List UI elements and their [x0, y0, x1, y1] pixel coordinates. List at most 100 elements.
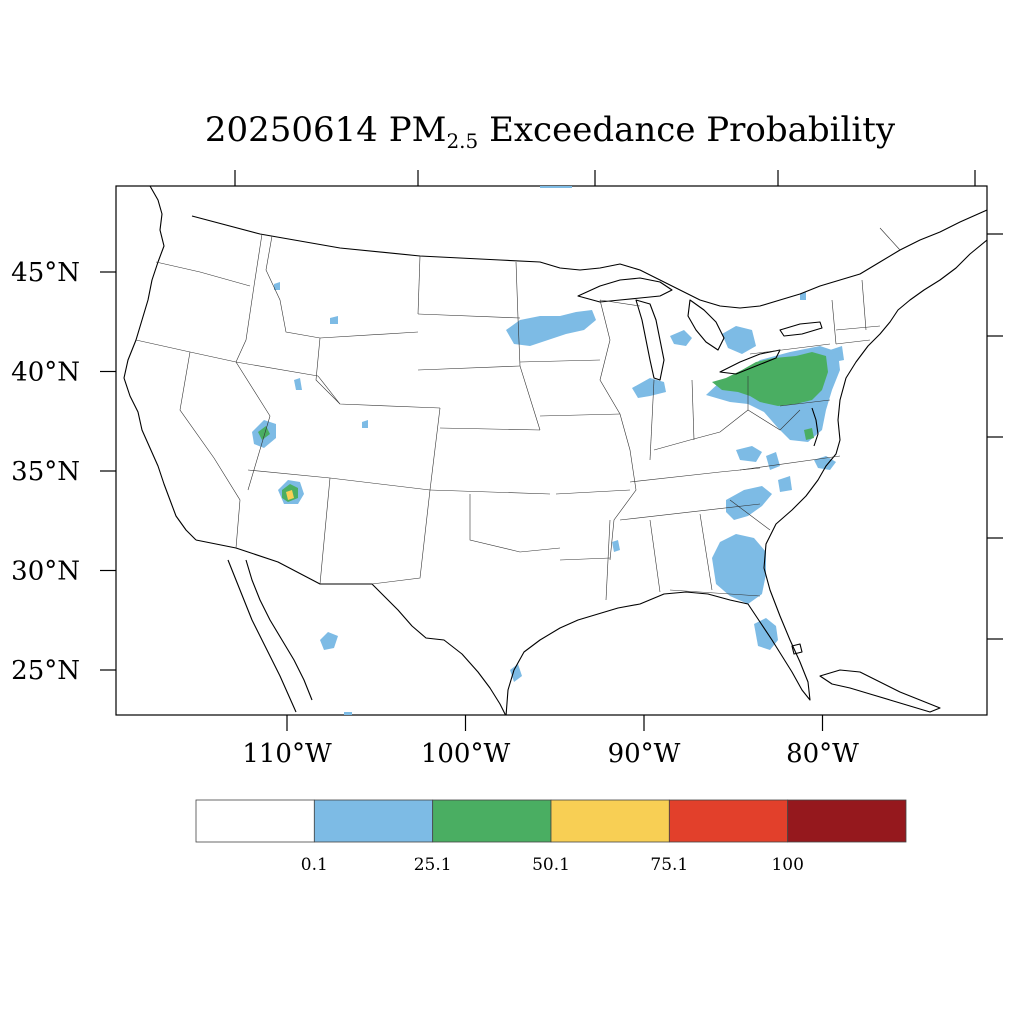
- state-line-ia-mo: [539, 413, 621, 417]
- state-line-mt-wy: [319, 331, 419, 339]
- state-line-az-nm: [319, 477, 331, 585]
- lon-label: 80°W: [786, 739, 859, 769]
- title-rest: Exceedance Probability: [489, 110, 896, 150]
- state-line-nd-sd: [417, 313, 521, 319]
- state-line-wa-or: [155, 261, 251, 287]
- state-line-wy: [315, 337, 341, 405]
- state-line-nv-ca: [179, 351, 241, 549]
- map-title: 20250614 PM2.5 Exceedance Probability: [0, 108, 1024, 152]
- state-line-mt-nd: [417, 255, 421, 315]
- state-line-il-in: [649, 379, 655, 461]
- state-line-nm-tx: [371, 489, 431, 585]
- va-blue-spot: [814, 456, 836, 470]
- colorbar-label: 100: [771, 855, 803, 875]
- arizona-yellow-core: [286, 490, 294, 500]
- state-line-la-ms: [605, 519, 611, 601]
- state-line-ne-ks: [439, 427, 541, 431]
- frame-ticks: [234, 170, 1003, 640]
- tn-blue-spot: [766, 452, 780, 470]
- sw-blue-spot: [344, 712, 352, 715]
- state-line-va-wv: [747, 409, 801, 431]
- state-line-pa-ny: [749, 343, 831, 355]
- nc-blue-spot: [778, 476, 792, 492]
- lon-label: 90°W: [608, 739, 681, 769]
- texas-coast-blue-spot: [510, 664, 522, 682]
- map-frame: [115, 185, 988, 716]
- great-lakes-ontario: [779, 321, 823, 337]
- state-line-ohio-river: [653, 409, 749, 451]
- kentucky-blue-region: [736, 446, 762, 462]
- title-pm: PM: [388, 110, 447, 150]
- lat-label: 40°N: [11, 358, 80, 388]
- state-line-mississippi-river: [599, 299, 637, 561]
- state-line-ga-fl: [669, 589, 761, 597]
- colorbar-bin: [787, 799, 907, 843]
- state-line-ok-tx: [469, 494, 561, 553]
- state-line-ks-ok: [429, 489, 551, 495]
- nj-blue-spot: [830, 346, 844, 362]
- carolina-blue-region: [726, 486, 772, 520]
- baja-east-coast: [245, 559, 313, 701]
- georgia-blue-region: [712, 534, 766, 604]
- baja-coast-line: [227, 559, 297, 713]
- florida-blue-region: [754, 618, 778, 650]
- state-line-mt-id: [265, 235, 321, 339]
- colorbar-bin: [313, 799, 434, 843]
- great-lakes-huron: [687, 299, 725, 351]
- state-line-nv-ut: [235, 361, 271, 491]
- michigan-blue-region: [722, 326, 756, 354]
- state-line-ma: [835, 325, 881, 331]
- state-line-wi-mi: [599, 299, 641, 307]
- state-line-co-ks: [429, 407, 441, 491]
- colorbar-labels: 0.1 25.1 50.1 75.1 100: [301, 855, 804, 875]
- ohio-blue-region-2: [670, 330, 692, 346]
- colorbar-label: 75.1: [650, 855, 688, 875]
- state-line-tn-al: [619, 503, 761, 521]
- state-line-al-ms: [649, 519, 661, 593]
- state-line-al-ga: [699, 513, 713, 591]
- wy-blue-spot: [294, 378, 302, 390]
- state-line-canada-east: [879, 227, 901, 251]
- colorbar-label: 50.1: [532, 855, 570, 875]
- minnesota-blue-region: [506, 310, 596, 346]
- great-lakes-superior: [577, 277, 673, 303]
- lat-label: 35°N: [11, 457, 80, 487]
- state-line-id-west: [235, 233, 263, 363]
- co-blue-spot: [362, 420, 368, 428]
- coastline-outline: [123, 186, 987, 715]
- canada-border: [191, 209, 987, 309]
- colorbar-bin: [432, 799, 552, 843]
- lake-okeechobee: [791, 643, 803, 655]
- longitude-labels: 110°W 100°W 90°W 80°W: [242, 715, 859, 769]
- ohio-valley-blue-region: [632, 378, 666, 398]
- state-line-mn-ia: [519, 359, 601, 363]
- mississippi-blue-spot: [612, 540, 620, 552]
- state-line-md: [779, 399, 831, 407]
- state-borders: [135, 227, 901, 601]
- mexico-blue-region: [320, 632, 338, 650]
- colorbar-bin: [668, 799, 789, 843]
- state-line-dakotas-mn: [515, 261, 541, 431]
- colorbar-label: 0.1: [301, 855, 328, 875]
- state-line-ga-sc: [729, 499, 771, 531]
- ny-blue-spot: [800, 292, 806, 300]
- utah-green-core: [258, 426, 270, 440]
- great-lakes-michigan: [635, 299, 665, 381]
- mt-blue-spot: [330, 316, 338, 324]
- state-line-mo-ar: [555, 489, 631, 495]
- colorbar-bin: [550, 799, 670, 843]
- map-content: [123, 186, 987, 715]
- chesapeake-bay: [811, 407, 819, 447]
- green-spot-md: [804, 428, 814, 440]
- title-pm-subscript: 2.5: [446, 129, 479, 153]
- great-lakes-erie: [719, 349, 781, 375]
- lon-label: 100°W: [421, 739, 511, 769]
- probability-shading: [252, 186, 844, 715]
- idaho-blue-spot: [274, 282, 280, 290]
- state-line-ar-la: [559, 557, 611, 561]
- lat-label: 30°N: [11, 557, 80, 587]
- state-line-or-ca: [135, 339, 319, 377]
- state-line-nh-me: [861, 279, 867, 331]
- state-line-in-oh: [691, 379, 695, 441]
